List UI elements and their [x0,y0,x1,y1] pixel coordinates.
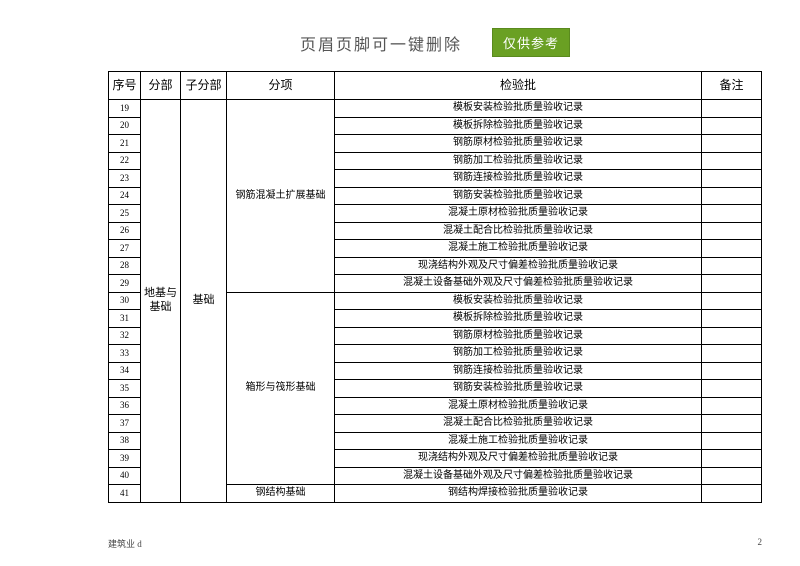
cell-remark [702,257,762,275]
cell-batch: 混凝土施工检验批质量验收记录 [335,432,702,450]
inspection-table: 序号 分部 子分部 分项 检验批 备注 19地基与基础基础钢筋混凝土扩展基础模板… [108,71,762,503]
cell-seq: 25 [109,205,141,223]
cell-batch: 混凝土原材检验批质量验收记录 [335,205,702,223]
cell-remark [702,292,762,310]
cell-batch: 混凝土设备基础外观及尺寸偏差检验批质量验收记录 [335,467,702,485]
cell-batch: 钢筋加工检验批质量验收记录 [335,152,702,170]
cell-seq: 40 [109,467,141,485]
table-row: 19地基与基础基础钢筋混凝土扩展基础模板安装检验批质量验收记录 [109,100,762,118]
cell-seq: 21 [109,135,141,153]
cell-remark [702,380,762,398]
cell-batch: 现浇结构外观及尺寸偏差检验批质量验收记录 [335,257,702,275]
cell-seq: 41 [109,485,141,503]
cell-seq: 30 [109,292,141,310]
page-header: 页眉页脚可一键删除 仅供参考 [108,28,762,57]
cell-seq: 26 [109,222,141,240]
cell-seq: 38 [109,432,141,450]
cell-remark [702,275,762,293]
cell-remark [702,415,762,433]
col-remark: 备注 [702,72,762,100]
cell-seq: 36 [109,397,141,415]
cell-remark [702,187,762,205]
page-footer: 建筑业 d 2 [108,537,762,550]
cell-batch: 混凝土配合比检验批质量验收记录 [335,415,702,433]
cell-batch: 模板安装检验批质量验收记录 [335,292,702,310]
cell-batch: 混凝土施工检验批质量验收记录 [335,240,702,258]
col-batch: 检验批 [335,72,702,100]
footer-left: 建筑业 d [108,537,142,550]
cell-batch: 混凝土原材检验批质量验收记录 [335,397,702,415]
cell-seq: 29 [109,275,141,293]
cell-batch: 模板拆除检验批质量验收记录 [335,310,702,328]
cell-remark [702,450,762,468]
cell-seq: 20 [109,117,141,135]
cell-batch: 钢筋加工检验批质量验收记录 [335,345,702,363]
cell-batch: 钢筋安装检验批质量验收记录 [335,187,702,205]
cell-seq: 24 [109,187,141,205]
footer-right: 2 [758,537,763,550]
cell-item: 钢结构基础 [227,485,335,503]
cell-division: 地基与基础 [141,100,181,503]
cell-remark [702,310,762,328]
cell-remark [702,485,762,503]
cell-remark [702,240,762,258]
col-subdivision: 子分部 [181,72,227,100]
cell-seq: 22 [109,152,141,170]
cell-batch: 模板拆除检验批质量验收记录 [335,117,702,135]
cell-remark [702,345,762,363]
cell-seq: 37 [109,415,141,433]
cell-batch: 混凝土配合比检验批质量验收记录 [335,222,702,240]
cell-remark [702,100,762,118]
cell-batch: 钢筋原材检验批质量验收记录 [335,135,702,153]
cell-remark [702,152,762,170]
cell-subdivision: 基础 [181,100,227,503]
cell-remark [702,222,762,240]
cell-remark [702,327,762,345]
cell-batch: 钢筋原材检验批质量验收记录 [335,327,702,345]
cell-remark [702,397,762,415]
cell-remark [702,117,762,135]
cell-batch: 钢筋安装检验批质量验收记录 [335,380,702,398]
reference-badge: 仅供参考 [492,28,570,57]
col-item: 分项 [227,72,335,100]
cell-seq: 19 [109,100,141,118]
cell-seq: 35 [109,380,141,398]
header-title: 页眉页脚可一键删除 [300,31,462,55]
cell-seq: 39 [109,450,141,468]
cell-remark [702,205,762,223]
cell-remark [702,135,762,153]
cell-batch: 混凝土设备基础外观及尺寸偏差检验批质量验收记录 [335,275,702,293]
cell-seq: 32 [109,327,141,345]
col-seq: 序号 [109,72,141,100]
cell-seq: 23 [109,170,141,188]
cell-remark [702,467,762,485]
table-header-row: 序号 分部 子分部 分项 检验批 备注 [109,72,762,100]
cell-batch: 模板安装检验批质量验收记录 [335,100,702,118]
cell-seq: 28 [109,257,141,275]
cell-remark [702,362,762,380]
cell-seq: 34 [109,362,141,380]
cell-batch: 钢筋连接检验批质量验收记录 [335,362,702,380]
cell-batch: 钢筋连接检验批质量验收记录 [335,170,702,188]
cell-seq: 27 [109,240,141,258]
cell-batch: 现浇结构外观及尺寸偏差检验批质量验收记录 [335,450,702,468]
cell-item: 钢筋混凝土扩展基础 [227,100,335,293]
cell-remark [702,170,762,188]
cell-batch: 钢结构焊接检验批质量验收记录 [335,485,702,503]
cell-item: 箱形与筏形基础 [227,292,335,485]
cell-seq: 31 [109,310,141,328]
cell-remark [702,432,762,450]
col-division: 分部 [141,72,181,100]
cell-seq: 33 [109,345,141,363]
